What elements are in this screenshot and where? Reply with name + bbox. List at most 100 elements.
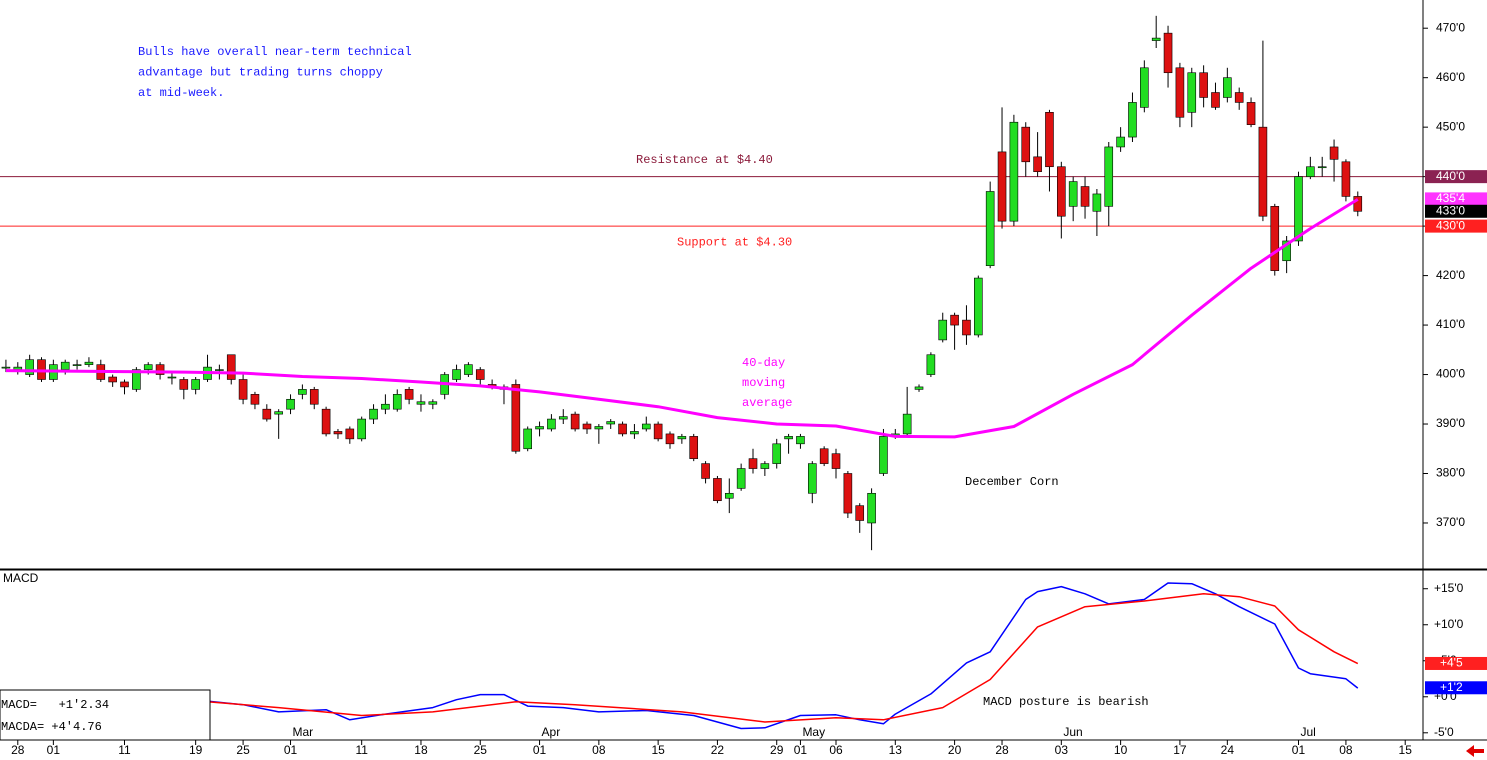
x-tick-label: 28 [995, 743, 1009, 757]
candle-body [855, 505, 865, 521]
ma-label: 40-day [742, 356, 785, 370]
candle-body [84, 361, 94, 365]
candle-body [748, 458, 758, 469]
month-label: Mar [293, 725, 314, 739]
y-tick-label: 420'0 [1436, 268, 1465, 282]
price-tag-label: 435'4 [1436, 191, 1465, 205]
candle-body [1021, 126, 1031, 163]
candle-body [831, 453, 841, 469]
candle-body [653, 423, 663, 440]
candle-body [274, 411, 283, 415]
candle-body [677, 436, 687, 440]
candle-body [1009, 121, 1019, 222]
candle-body [404, 389, 414, 400]
candle-body [974, 277, 983, 336]
x-tick-label: 13 [889, 743, 903, 757]
candle-body [1045, 112, 1054, 168]
panel-title: MACD [3, 571, 39, 585]
candle-body [1317, 166, 1327, 169]
x-tick-label: 15 [1399, 743, 1413, 757]
candle-body [357, 418, 366, 440]
note: advantage but trading turns choppy [138, 66, 383, 80]
month-label: Jun [1063, 725, 1082, 739]
y-tick-label: 410'0 [1436, 317, 1465, 331]
candle-body [321, 408, 331, 435]
candle-body [558, 416, 568, 420]
candle-body [1140, 67, 1149, 108]
candle-body [1151, 37, 1161, 41]
candle-body [535, 426, 544, 430]
y-tick-label: 370'0 [1436, 515, 1465, 529]
y-tick-label: -5'0 [1434, 725, 1454, 739]
candle-body [1294, 176, 1303, 242]
x-tick-label: 08 [592, 743, 606, 757]
y-tick-label: 390'0 [1436, 416, 1465, 430]
x-tick-label: 10 [1114, 743, 1128, 757]
month-label: May [802, 725, 825, 739]
candle-body [381, 403, 390, 410]
candle-body [298, 389, 307, 395]
y-tick-label: +10'0 [1434, 617, 1464, 631]
candle-body [1163, 32, 1173, 74]
macd-line [207, 593, 1359, 723]
x-tick-label: 01 [1292, 743, 1306, 757]
candle-body [1092, 193, 1102, 212]
candle-body [938, 319, 948, 341]
candle-body [1187, 72, 1197, 113]
candle-body [1080, 186, 1090, 207]
candle-body [1, 366, 11, 369]
price-tag-label: 440'0 [1436, 169, 1465, 183]
candle-body [452, 369, 461, 380]
candle-body [867, 492, 876, 524]
candle-body [262, 408, 272, 420]
x-tick-label: 15 [651, 743, 665, 757]
candle-body [950, 314, 959, 326]
candle-body [1068, 181, 1078, 207]
y-tick-label: +15'0 [1434, 581, 1464, 595]
candle-body [1353, 196, 1363, 212]
candle-body [760, 463, 770, 469]
candle-body [843, 473, 853, 514]
candle-body [333, 431, 343, 435]
candle-body [1199, 72, 1208, 98]
candle-body [1329, 146, 1339, 160]
candle-body [689, 436, 699, 459]
candle-body [1175, 67, 1185, 118]
annotation: MACD posture is bearish [983, 695, 1149, 709]
candle-body [1104, 146, 1114, 207]
candle-body [1128, 102, 1137, 138]
candle-body [796, 436, 805, 445]
readout: MACD= +1'2.34 [1, 698, 109, 712]
price-tag [1425, 204, 1487, 218]
candle-body [309, 389, 319, 405]
macd-line [207, 582, 1359, 730]
value-tag [1425, 681, 1487, 695]
candle-body [72, 364, 82, 366]
candle-body [665, 433, 675, 445]
candle-body [1211, 92, 1220, 108]
candle-body [736, 468, 746, 489]
price-tag [1425, 192, 1487, 206]
candle-body [120, 381, 129, 388]
x-tick-label: 29 [770, 743, 784, 757]
candle-body [475, 369, 485, 380]
candle-body [902, 413, 912, 435]
readout-box [0, 689, 211, 741]
x-tick-label: 08 [1339, 743, 1353, 757]
candle-body [1306, 166, 1315, 177]
x-tick-label: 11 [355, 743, 368, 757]
month-label: Apr [542, 725, 561, 739]
candle-body [618, 423, 627, 435]
x-tick-label: 01 [794, 743, 808, 757]
candle-body [416, 401, 426, 405]
x-tick-label: 20 [948, 743, 962, 757]
candle-body [926, 354, 936, 375]
candle-body [511, 384, 521, 452]
candle-body [345, 428, 355, 440]
x-tick-label: 01 [284, 743, 298, 757]
candle-body [60, 361, 70, 370]
candle-body [215, 369, 224, 371]
candle-body [25, 359, 34, 375]
candle-body [1234, 92, 1244, 103]
